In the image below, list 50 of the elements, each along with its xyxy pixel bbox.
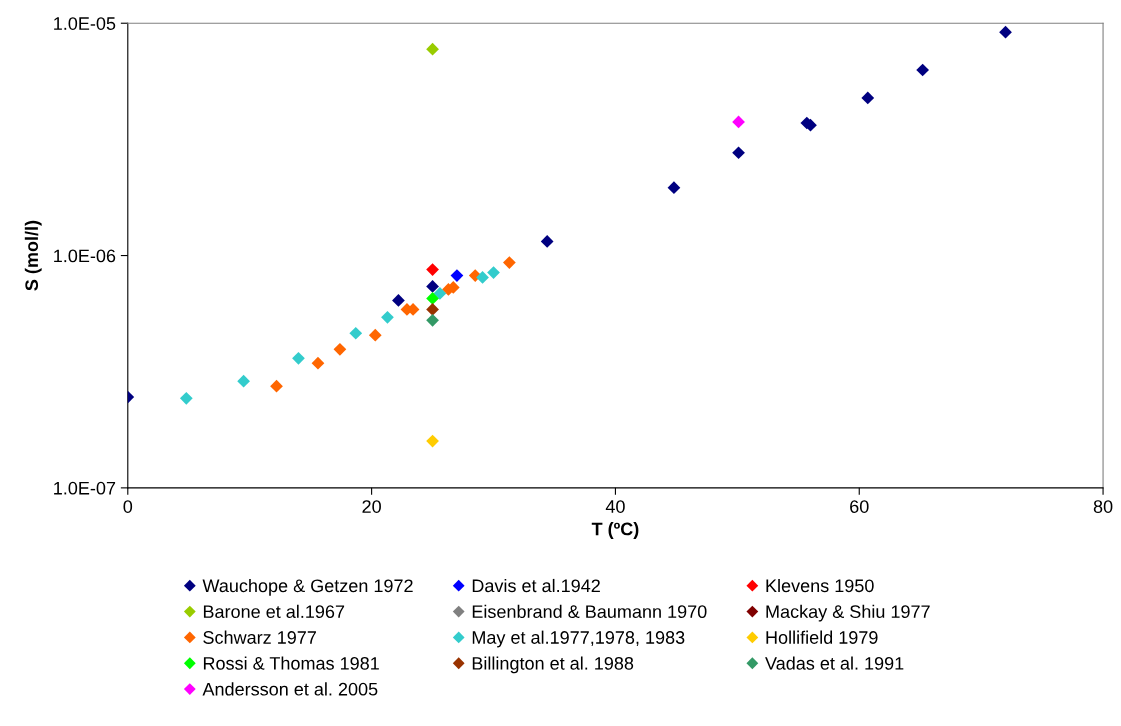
point [999, 25, 1012, 39]
legend-label: Schwarz 1977 [203, 630, 316, 644]
point [426, 280, 439, 293]
y-tick-label: 1.0E-06 [54, 249, 116, 263]
x-axis-title: T (ºC) [591, 522, 639, 539]
point [392, 294, 405, 307]
x-tick-label: 40 [605, 500, 625, 513]
legend-label: May et al.1977,1978, 1983 [472, 630, 685, 648]
point [292, 351, 305, 365]
legend-label: Hollifield 1979 [766, 630, 878, 644]
point [311, 356, 325, 370]
legend-label: Davis et al.1942 [472, 578, 600, 593]
legend-label: Barone et al.1967 [203, 604, 345, 619]
point [426, 42, 439, 56]
point [426, 314, 439, 327]
legend-label: Mackay & Shiu 1977 [766, 604, 930, 622]
point [426, 292, 439, 305]
x-tick-label: 80 [1093, 500, 1113, 513]
point [487, 266, 500, 279]
y-tick-label: 1.0E-05 [54, 17, 116, 30]
legend-label: Klevens 1950 [766, 578, 874, 593]
y-axis-title: S (mol/l) [24, 220, 42, 291]
point [368, 328, 382, 342]
x-tick-label: 0 [123, 500, 133, 513]
point [381, 310, 394, 324]
point [433, 287, 447, 300]
legend-label: Andersson et al. 2005 [202, 682, 378, 696]
point [333, 342, 347, 356]
point [349, 326, 363, 340]
legend-label: Vadas et al. 1991 [765, 656, 904, 670]
legend-label: Wauchope & Getzen 1972 [202, 578, 413, 596]
point [732, 146, 745, 160]
legend-label: Rossi & Thomas 1981 [203, 656, 379, 670]
point [270, 379, 283, 393]
point [450, 269, 464, 282]
point [426, 303, 439, 316]
x-tick-label: 60 [850, 500, 869, 513]
point [426, 263, 439, 276]
legend-label: Eisenbrand & Baumann 1970 [472, 604, 707, 619]
point [861, 91, 875, 105]
point [476, 271, 489, 284]
point [426, 434, 439, 448]
point [667, 181, 681, 195]
point [179, 391, 193, 405]
point [540, 235, 554, 248]
legend-label: Billington et al. 1988 [472, 656, 634, 674]
y-tick-label: 1.0E-07 [54, 481, 116, 495]
point [237, 374, 250, 388]
x-tick-label: 20 [362, 500, 381, 513]
point [503, 256, 516, 269]
